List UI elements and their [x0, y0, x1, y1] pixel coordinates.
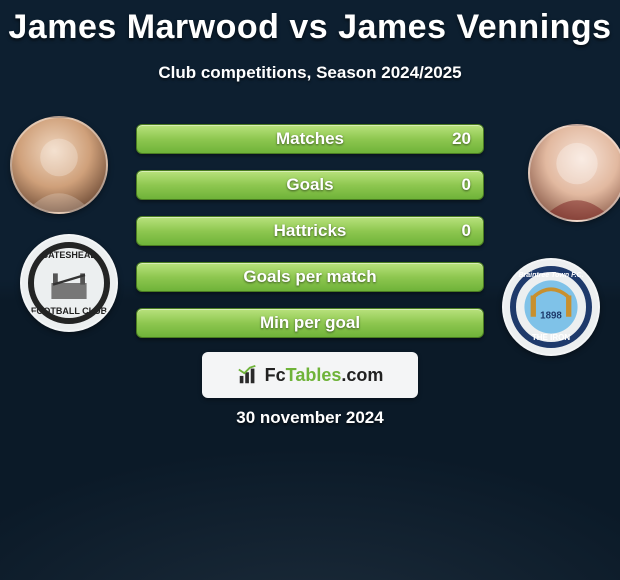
player1-club-crest: GATESHEAD FOOTBALL CLUB — [20, 234, 118, 332]
stat-value-right: 20 — [452, 125, 471, 153]
stat-label: Hattricks — [137, 217, 483, 245]
crest-bottom-text: THE IRON — [504, 333, 598, 342]
crest-bottom-text: FOOTBALL CLUB — [22, 306, 116, 316]
player2-avatar — [528, 124, 620, 222]
crest-inner: 1898 — [520, 276, 582, 338]
stat-row-matches: Matches 20 — [136, 124, 484, 154]
player2-club-crest: 1898 Braintree Town F.C. THE IRON — [502, 258, 600, 356]
stat-row-hattricks: Hattricks 0 — [136, 216, 484, 246]
avatar-placeholder-icon — [12, 118, 106, 212]
crest-graphic-icon — [45, 259, 93, 307]
stat-label: Matches — [137, 125, 483, 153]
stat-row-goals-per-match: Goals per match — [136, 262, 484, 292]
crest-graphic-icon: 1898 — [520, 274, 582, 340]
stat-label: Goals per match — [137, 263, 483, 291]
stat-value-right: 0 — [462, 171, 471, 199]
attribution-text: FcTables.com — [265, 365, 384, 386]
brand-domain: .com — [341, 365, 383, 385]
date-label: 30 november 2024 — [0, 408, 620, 428]
avatar-placeholder-icon — [530, 126, 620, 220]
crest-top-text: Braintree Town F.C. — [504, 272, 598, 279]
attribution-badge: FcTables.com — [202, 352, 418, 398]
bar-chart-icon — [237, 364, 259, 386]
subtitle: Club competitions, Season 2024/2025 — [0, 63, 620, 83]
stat-label: Min per goal — [137, 309, 483, 337]
stat-label: Goals — [137, 171, 483, 199]
crest-year: 1898 — [540, 311, 562, 322]
stats-bars: Matches 20 Goals 0 Hattricks 0 Goals per… — [136, 124, 484, 354]
player1-avatar — [10, 116, 108, 214]
stat-value-right: 0 — [462, 217, 471, 245]
infographic: James Marwood vs James Vennings Club com… — [0, 0, 620, 580]
brand-prefix: Fc — [265, 365, 286, 385]
stat-row-min-per-goal: Min per goal — [136, 308, 484, 338]
page-title: James Marwood vs James Vennings — [0, 0, 620, 47]
stat-row-goals: Goals 0 — [136, 170, 484, 200]
brand-suffix: Tables — [286, 365, 342, 385]
